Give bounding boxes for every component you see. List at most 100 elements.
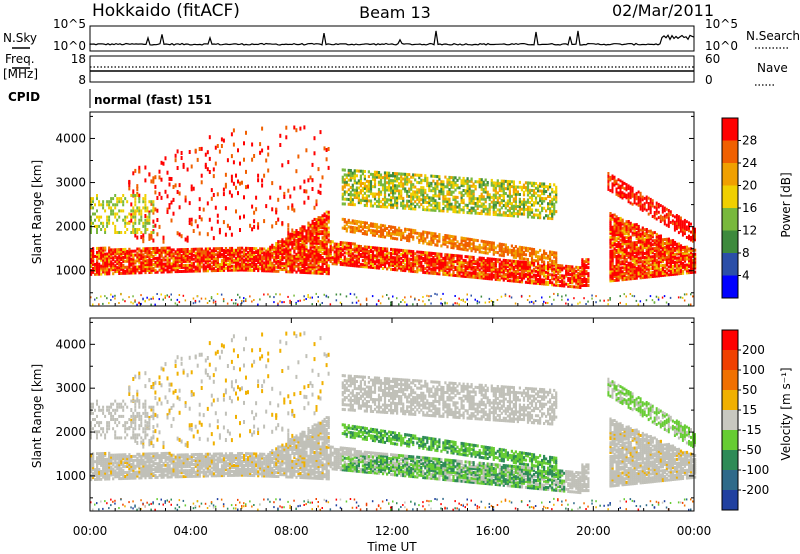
power-cell: [349, 186, 352, 189]
power-cell: [365, 232, 368, 236]
power-cell: [408, 239, 411, 243]
power-cell: [549, 195, 552, 199]
power-cell: [339, 260, 342, 264]
power-cell: [249, 256, 252, 260]
power-cell: [319, 271, 322, 275]
power-cell: [279, 262, 282, 265]
power-cell: [573, 277, 576, 281]
power-cell: [462, 262, 465, 266]
power-cell: [160, 250, 163, 254]
power-cell: [343, 190, 346, 194]
power-cell: [448, 197, 451, 201]
power-cell: [176, 258, 179, 262]
power-cell: [383, 259, 387, 263]
power-cell: [110, 254, 113, 258]
power-cell: [365, 257, 368, 261]
power-cell: [279, 293, 281, 296]
power-cell: [504, 261, 507, 264]
power-cell: [386, 188, 389, 192]
power-cell: [150, 264, 153, 268]
power-cell: [305, 271, 308, 275]
power-cell: [299, 249, 302, 252]
power-cell: [464, 243, 467, 247]
power-cell: [609, 243, 612, 247]
power-cell: [202, 265, 205, 269]
power-cell: [130, 202, 133, 207]
power-cell: [200, 261, 203, 265]
power-cell: [514, 256, 517, 260]
power-cell: [490, 273, 493, 277]
power-cell: [96, 215, 98, 219]
power-cell: [430, 184, 433, 188]
power-cell: [484, 263, 487, 266]
power-cell: [484, 251, 487, 255]
power-cell: [343, 202, 346, 206]
power-cell: [341, 243, 344, 247]
power-cell: [528, 301, 531, 304]
power-cell: [214, 263, 217, 267]
power-cell: [132, 228, 135, 231]
power-cell: [307, 265, 310, 269]
power-cell: [506, 279, 509, 282]
power-cell: [249, 252, 252, 256]
power-cell: [522, 200, 526, 204]
power-cell: [394, 268, 397, 272]
power-cell: [216, 293, 219, 295]
power-cell: [577, 283, 580, 287]
power-cell: [102, 302, 104, 305]
power-cell: [243, 214, 245, 219]
power-cell: [377, 200, 381, 204]
power-cell: [532, 301, 535, 304]
power-cell: [361, 182, 364, 185]
power-cell: [176, 252, 179, 256]
power-cell: [386, 255, 389, 259]
power-cell: [436, 243, 439, 247]
power-cell: [265, 259, 268, 263]
power-cell: [210, 261, 213, 265]
power-cell: [502, 196, 505, 200]
power-cell: [541, 209, 544, 213]
power-cell: [363, 245, 366, 249]
power-cell: [321, 216, 324, 220]
power-cell: [379, 192, 383, 196]
power-cell: [297, 300, 299, 303]
power-cell: [190, 261, 193, 265]
power-cell: [520, 266, 524, 270]
power-cell: [530, 300, 533, 303]
power-cell: [313, 241, 316, 245]
power-cell: [327, 240, 330, 244]
power-cell: [118, 215, 121, 219]
power-cell: [104, 228, 107, 231]
power-cell: [301, 241, 304, 245]
power-cell: [357, 256, 360, 260]
power-cell: [454, 260, 457, 264]
power-cell: [371, 177, 375, 181]
power-cell: [444, 175, 447, 179]
power-cell: [458, 205, 461, 209]
power-cell: [347, 198, 350, 201]
power-cell: [210, 269, 213, 273]
power-cell: [104, 268, 107, 272]
power-cell: [414, 270, 417, 274]
power-cell: [420, 262, 423, 266]
power-cell: [418, 198, 421, 201]
power-cell: [285, 260, 288, 264]
nave-label: Nave: [757, 61, 788, 75]
power-cell: [106, 224, 109, 228]
power-cell: [371, 250, 375, 254]
power-cell: [530, 279, 534, 283]
power-cell: [257, 173, 260, 178]
power-cell: [541, 272, 544, 276]
power-cell: [323, 222, 326, 226]
power-cell: [484, 244, 487, 248]
power-cell: [285, 264, 288, 268]
power-cell: [329, 244, 332, 248]
power-cell: [303, 179, 306, 184]
power-cell: [216, 257, 219, 261]
power-cell: [480, 239, 483, 243]
power-cell: [394, 198, 397, 202]
power-cell: [327, 266, 330, 270]
power-cell: [377, 202, 381, 206]
power-cell: [359, 181, 362, 185]
power-cell: [289, 264, 292, 268]
